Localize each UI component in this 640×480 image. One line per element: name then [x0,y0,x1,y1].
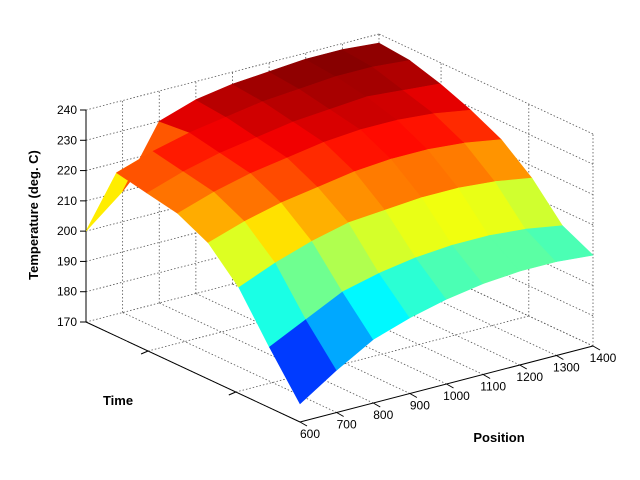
position-tick [482,374,491,379]
position-tick-label: 1300 [553,361,580,375]
axes [80,109,601,427]
position-tick [373,402,381,408]
position-tick [299,421,308,427]
position-tick [556,355,564,360]
position-tick-label: 600 [300,427,320,441]
position-tick-label: 700 [337,418,357,432]
time-tick [140,350,149,355]
position-tick [592,345,601,351]
z-tick-label: 210 [57,194,77,208]
surface [85,42,594,405]
position-tick-label: 1200 [516,370,543,384]
z-tick-label: 200 [57,224,77,238]
surface-patch [525,225,594,262]
position-tick [519,364,527,370]
z-tick-label: 170 [57,315,77,329]
position-tick-label: 1100 [480,380,506,394]
position-tick [409,393,418,398]
z-tick-label: 220 [57,164,77,178]
time-axis-label: Time [103,393,133,408]
z-tick-label: 240 [57,103,77,117]
position-tick-label: 800 [373,408,393,422]
position-axis-label: Position [473,430,524,445]
time-axis-line [85,321,301,423]
z-tick-label: 180 [57,285,77,299]
z-tick-label: 230 [57,133,77,147]
z-axis-label: Temperature (deg. C) [26,150,41,280]
gridline [235,315,529,393]
gridline [85,33,380,111]
position-tick [446,383,454,389]
position-tick [336,412,344,417]
z-tick-label: 190 [57,254,77,268]
tick-labels: 170 180 190 200 210 220 230 240 600 700 800 900 1000… [57,103,617,441]
gridline [195,293,411,394]
position-tick-label: 1000 [443,389,470,403]
gridline [378,33,594,135]
time-tick [228,391,236,396]
position-tick-label: 1400 [590,351,617,365]
position-tick-label: 900 [410,399,430,413]
gridline [159,302,374,404]
